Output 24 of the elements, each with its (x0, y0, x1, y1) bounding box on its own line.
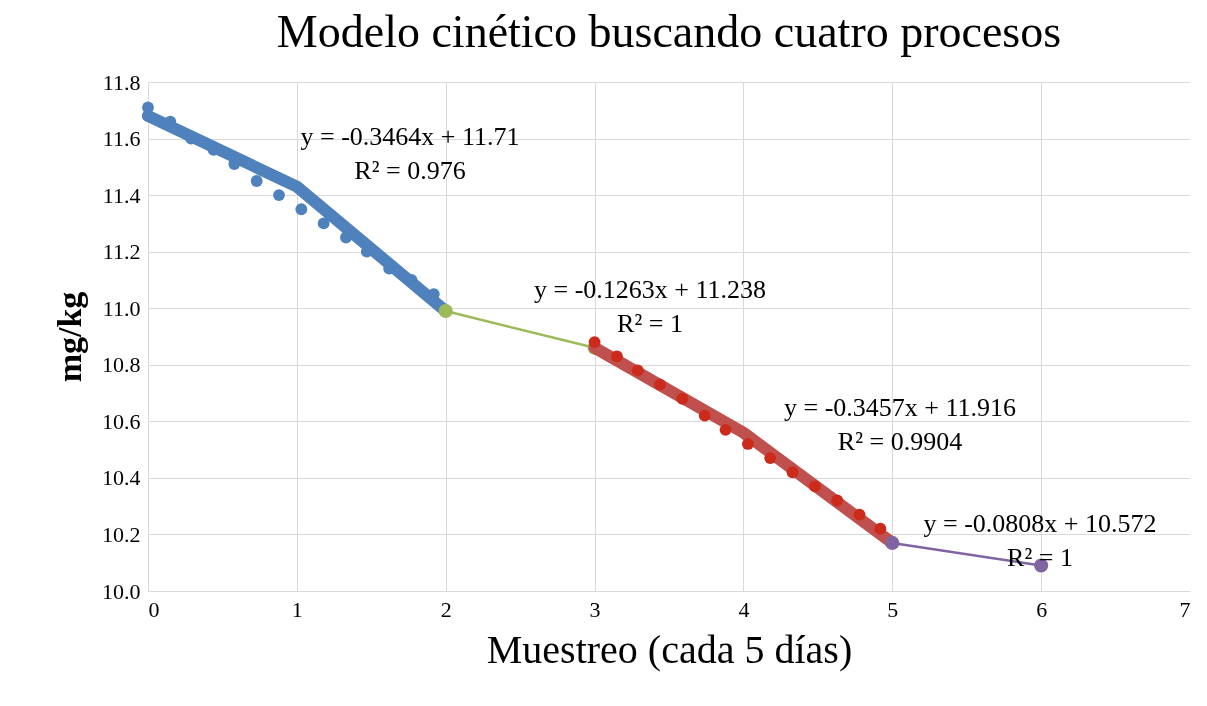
x-tick-label: 2 (440, 596, 452, 622)
x-axis-title: Muestreo (cada 5 días) (486, 626, 853, 672)
y-tick-label: 10.6 (102, 408, 141, 434)
y-tick-label: 11.0 (102, 295, 141, 321)
y-tick-label: 11.4 (102, 182, 141, 208)
y-tick-label: 11.6 (102, 126, 141, 152)
x-tick-label: 1 (291, 596, 303, 622)
chart-title: Modelo cinético buscando cuatro procesos (276, 6, 1062, 57)
x-tick-label: 0 (148, 596, 160, 622)
y-tick-label: 10.4 (102, 465, 141, 491)
y-tick-label: 10.8 (102, 352, 141, 378)
y-tick-label: 11.8 (102, 69, 141, 95)
annotation: y = -0.1263x + 11.238 R² = 1 (533, 275, 767, 338)
x-tick-label: 7 (1179, 596, 1191, 622)
y-tick-label: 10.2 (102, 521, 141, 547)
x-tick-label: 4 (738, 596, 750, 622)
y-axis-title: mg/kg (51, 291, 88, 383)
annotation: y = -0.3464x + 11.71 R² = 0.976 (300, 122, 520, 185)
y-tick-label: 11.2 (102, 239, 141, 265)
x-tick-label: 6 (1036, 596, 1048, 622)
x-tick-label: 3 (589, 596, 601, 622)
x-tick-label: 5 (887, 596, 899, 622)
y-tick-label: 10.0 (102, 578, 141, 604)
annotation: y = -0.3457x + 11.916 R² = 0.9904 (783, 393, 1017, 456)
